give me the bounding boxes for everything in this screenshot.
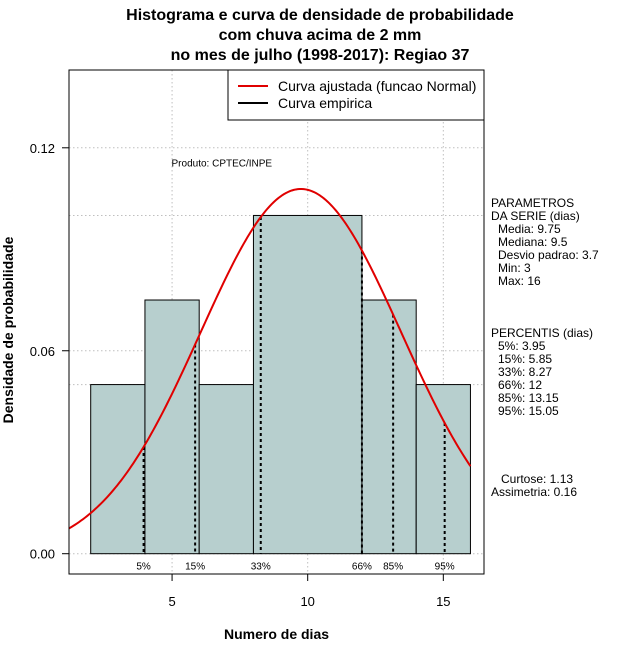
- histogram-bar-4: [252, 214, 363, 555]
- percentile-label-1: 5%: [136, 562, 151, 573]
- parameter-mean: Media: 9.75: [498, 222, 561, 236]
- histogram-bar-6: [415, 384, 471, 555]
- y-tick-label-1: 0.06: [30, 344, 55, 359]
- histogram-bar-3: [198, 384, 254, 555]
- parameters-heading-1: PARAMETROS: [491, 196, 575, 210]
- percentile-label-5: 85%: [383, 562, 403, 573]
- x-tick-label-15: 15: [436, 594, 450, 609]
- x-tick-label-5: 5: [168, 594, 175, 609]
- percentile-85: 85%: 13.15: [498, 391, 559, 405]
- skewness: Assimetria: 0.16: [491, 485, 578, 499]
- percentiles-heading: PERCENTIS (dias): [491, 326, 594, 340]
- parameter-max: Max: 16: [498, 274, 541, 288]
- legend-empirical-label: Curva empirica: [278, 95, 372, 111]
- y-axis-title: Densidade de probabilidade: [0, 236, 16, 423]
- bars-layer: [90, 214, 471, 555]
- percentile-label-2: 15%: [185, 562, 205, 573]
- percentile-label-4: 66%: [352, 562, 372, 573]
- percentile-95: 95%: 15.05: [498, 404, 559, 418]
- percentile-5: 5%: 3.95: [498, 339, 546, 353]
- kurtosis: Curtose: 1.13: [501, 472, 574, 486]
- percentiles-block: PERCENTIS (dias) 5%: 3.95 15%: 5.85 33%:…: [491, 327, 593, 418]
- histogram-bar-1: [90, 384, 146, 555]
- product-annotation: Produto: CPTEC/INPE: [172, 158, 273, 169]
- parameter-std: Desvio padrao: 3.7: [498, 248, 599, 262]
- parameters-block: PARAMETROS DA SERIE (dias) Media: 9.75 M…: [491, 197, 599, 288]
- chart-title-line-1: Histograma e curva de densidade de proba…: [126, 7, 514, 24]
- y-tick-label-2: 0.12: [30, 141, 55, 156]
- y-tick-label-0: 0.00: [30, 547, 55, 562]
- legend: Curva ajustada (funcao Normal)Curva empi…: [227, 69, 485, 121]
- percentile-lines-layer: 5% 15% 33% 66% 85% 95%: [136, 217, 455, 573]
- axes-layer: Produto: CPTEC/INPE 5 10 15 0.00 0.06 0.12 Nume…: [0, 69, 485, 642]
- shape-block: Curtose: 1.13 Assimetria: 0.16: [491, 473, 577, 499]
- chart-title-line-2: com chuva acima de 2 mm: [218, 27, 422, 44]
- histogram-bar-5: [361, 299, 417, 555]
- fitted-normal-curve: [68, 188, 472, 530]
- x-axis-title: Numero de dias: [224, 626, 329, 642]
- x-tick-label-10: 10: [300, 594, 314, 609]
- percentile-33: 33%: 8.27: [498, 365, 553, 379]
- chart-title-line-3: no mes de julho (1998-2017): Regiao 37: [170, 47, 470, 64]
- percentile-label-6: 95%: [435, 562, 455, 573]
- curve-layer: [68, 188, 472, 530]
- percentile-label-3: 33%: [251, 562, 271, 573]
- legend-fitted-label: Curva ajustada (funcao Normal): [278, 78, 476, 94]
- parameter-median: Mediana: 9.5: [498, 235, 568, 249]
- percentile-15: 15%: 5.85: [498, 352, 553, 366]
- percentile-66: 66%: 12: [498, 378, 543, 392]
- histogram-bar-2: [144, 299, 200, 555]
- parameter-min: Min: 3: [498, 261, 531, 275]
- parameters-heading-2: DA SERIE (dias): [491, 209, 580, 223]
- legend-box: [227, 69, 485, 121]
